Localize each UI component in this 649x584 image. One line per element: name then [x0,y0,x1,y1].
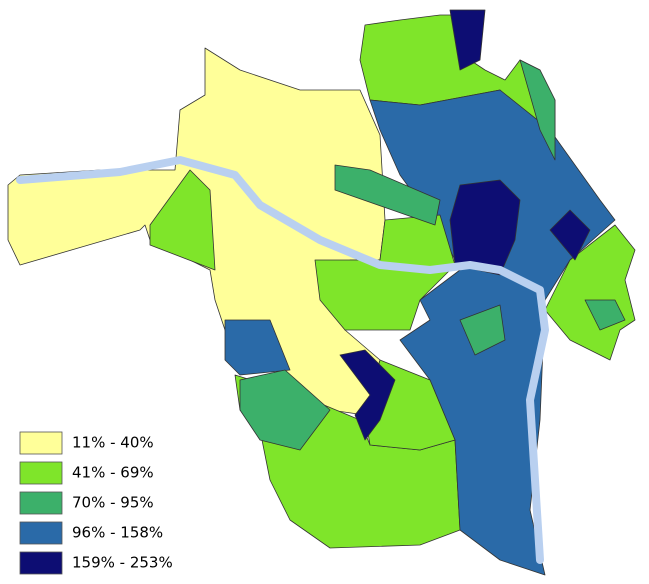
region [584,299,626,331]
legend-swatch [19,461,63,485]
region [149,169,216,271]
river [16,156,549,564]
region [239,369,331,451]
region [339,349,396,441]
regions [7,9,636,576]
region [449,179,521,276]
legend-label: 70% - 95% [72,494,154,512]
region [224,319,291,376]
legend-swatch [19,521,63,545]
legend-swatch [19,491,63,515]
legend-swatch [19,431,63,455]
legend: 11% - 40% 41% - 69% 70% - 95% 96% - 158% 159… [19,431,173,575]
legend-label: 159% - 253% [72,554,173,572]
region [549,209,591,261]
region [449,9,486,71]
region [519,59,556,161]
region [334,164,441,226]
legend-label: 11% - 40% [72,434,154,452]
region [459,304,506,356]
legend-swatch [19,551,63,575]
legend-label: 96% - 158% [72,524,163,542]
region [544,224,636,361]
legend-label: 41% - 69% [72,464,154,482]
region [314,214,456,331]
